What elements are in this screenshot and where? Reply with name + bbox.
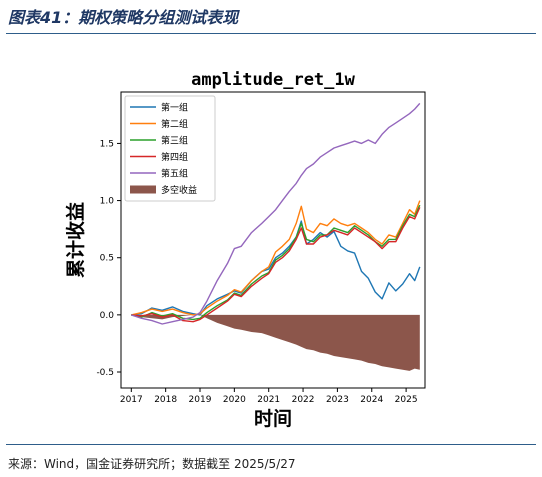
footer-divider bbox=[6, 444, 536, 445]
source-note: 来源：Wind，国金证券研究所；数据截至 2025/5/27 bbox=[8, 457, 296, 471]
legend-label: 第五组 bbox=[161, 168, 188, 180]
y-tick-label: 1.5 bbox=[100, 139, 114, 149]
y-tick-label: -0.5 bbox=[96, 368, 114, 378]
series-line-4 bbox=[131, 207, 421, 323]
x-tick-label: 2017 bbox=[120, 395, 143, 405]
x-tick-label: 2019 bbox=[189, 395, 212, 405]
legend-label: 第一组 bbox=[161, 102, 188, 114]
y-tick-label: 0.5 bbox=[100, 254, 114, 264]
x-tick-label: 2020 bbox=[223, 395, 246, 405]
x-tick-label: 2021 bbox=[257, 395, 280, 405]
x-tick-label: 2018 bbox=[154, 395, 177, 405]
x-tick-label: 2025 bbox=[395, 395, 418, 405]
y-tick-label: 0.0 bbox=[100, 311, 115, 321]
legend-label: 第三组 bbox=[161, 135, 188, 147]
series-area-long-short bbox=[131, 314, 420, 371]
series-line-5 bbox=[131, 102, 421, 325]
header-divider bbox=[6, 33, 536, 34]
x-tick-label: 2024 bbox=[360, 395, 383, 405]
chart-title: amplitude_ret_1w bbox=[191, 70, 356, 90]
x-axis-label: 时间 bbox=[254, 408, 292, 430]
legend-box bbox=[124, 95, 216, 202]
legend-label: 第二组 bbox=[161, 118, 188, 130]
legend-swatch bbox=[130, 185, 156, 194]
legend-label: 多空收益 bbox=[161, 184, 197, 196]
x-tick-label: 2022 bbox=[292, 395, 315, 405]
figure-title: 图表41：期权策略分组测试表现 bbox=[8, 8, 239, 27]
legend-label: 第四组 bbox=[161, 151, 188, 163]
series-line-3 bbox=[131, 204, 421, 321]
y-axis-label: 累计收益 bbox=[64, 202, 87, 278]
x-tick-label: 2023 bbox=[326, 395, 349, 405]
y-tick-label: 1.0 bbox=[100, 197, 115, 207]
series-line-2 bbox=[131, 200, 421, 316]
